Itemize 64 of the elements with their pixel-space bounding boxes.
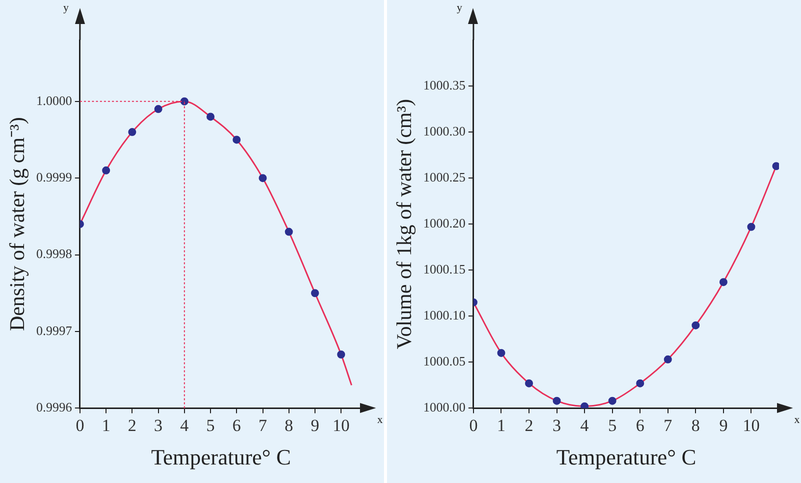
x-tick-label: 2	[128, 416, 136, 435]
y-tick-label: 1.0000	[36, 92, 72, 108]
y-tick-label: 0.9999	[36, 169, 72, 184]
point	[747, 222, 756, 231]
y-tick-label: 1000.00	[423, 400, 466, 415]
y-tick-label: 1000.35	[423, 77, 466, 92]
y-tick-label: 0.9997	[36, 322, 72, 338]
x-tick-label: 1	[496, 416, 506, 435]
point	[692, 321, 700, 330]
y-tick-label: 1000.15	[423, 262, 466, 277]
point	[102, 166, 110, 174]
point	[337, 350, 346, 359]
x-tick-label: 6	[232, 416, 241, 435]
y-tick-label: 1000.05	[423, 354, 466, 369]
point	[128, 128, 136, 136]
y-tick-label: 1000.20	[423, 216, 466, 231]
x-tick-label: 3	[154, 416, 163, 435]
text: y	[456, 2, 463, 14]
x-tick-label: 0	[469, 416, 478, 435]
point	[232, 136, 241, 144]
y-tick-label: 1000.10	[423, 308, 466, 323]
point	[154, 105, 162, 114]
y-axis-title: Density of water (g cm⁻³)	[5, 117, 30, 332]
point	[719, 278, 728, 286]
x-axis-title: Temperature° C	[556, 444, 696, 470]
point	[664, 355, 672, 364]
point	[580, 402, 589, 408]
x-tick-label: 9	[719, 416, 728, 435]
x-tick-label: 4	[180, 416, 190, 435]
point	[552, 396, 561, 405]
x-tick-label: 8	[284, 416, 294, 435]
y-axis-title: Volume of 1kg of water (cm³)	[392, 98, 416, 350]
x-tick-label: 0	[76, 416, 84, 435]
point	[772, 162, 779, 170]
y-tick-label: 1000.30	[423, 123, 466, 138]
point	[310, 289, 319, 298]
text: y	[63, 2, 70, 14]
x-tick-label: 7	[664, 416, 673, 435]
text: x	[377, 414, 384, 426]
x-tick-label: 1	[102, 416, 110, 435]
x-tick-label: 10	[742, 416, 760, 435]
y-tick-label: 0.9996	[36, 400, 72, 415]
point	[206, 112, 215, 121]
text: x	[794, 414, 800, 426]
point	[180, 97, 188, 106]
x-tick-label: 2	[524, 416, 534, 435]
point	[525, 379, 534, 388]
point	[497, 348, 506, 357]
x-tick-label: 10	[332, 416, 350, 435]
x-tick-label: 3	[552, 416, 562, 435]
x-tick-label: 8	[691, 416, 700, 435]
x-tick-label: 7	[258, 416, 268, 435]
x-tick-label: 5	[608, 416, 617, 435]
point	[608, 396, 616, 405]
point	[636, 379, 644, 388]
y-tick-label: 0.9998	[36, 246, 72, 262]
x-tick-label: 6	[636, 416, 644, 435]
x-tick-label: 5	[206, 416, 215, 435]
point	[284, 228, 293, 236]
y-tick-label: 1000.25	[423, 169, 466, 184]
x-axis-title: Temperature° C	[151, 444, 291, 470]
point	[258, 174, 267, 182]
x-tick-label: 4	[580, 416, 590, 435]
x-tick-label: 9	[310, 416, 320, 435]
